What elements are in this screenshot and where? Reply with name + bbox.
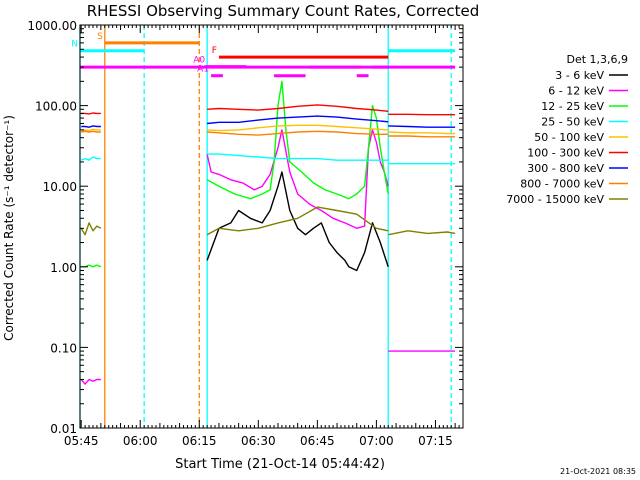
- legend: Det 1,3,6,9 3 - 6 keV 6 - 12 keV 12 - 25 k…: [506, 53, 628, 206]
- y-tick-label: 1000.00: [27, 19, 77, 33]
- footer-timestamp: 21-Oct-2021 08:35: [560, 467, 636, 476]
- series-line: [80, 156, 101, 161]
- annotation-bar-label: N: [71, 40, 78, 50]
- x-tick-label: 06:30: [241, 434, 276, 448]
- legend-label: 12 - 25 keV: [541, 100, 604, 113]
- legend-label: 25 - 50 keV: [541, 116, 604, 129]
- series-line: [207, 115, 389, 125]
- legend-label: 50 - 100 keV: [534, 131, 604, 144]
- annotation-bar-label: S: [97, 32, 103, 42]
- y-axis-label: Corrected Count Rate (s⁻¹ detector⁻¹): [2, 115, 16, 341]
- legend-label: 100 - 300 keV: [527, 147, 604, 160]
- x-axis-label: Start Time (21-Oct-14 05:44:42): [175, 457, 385, 472]
- legend-label: 300 - 800 keV: [527, 162, 604, 175]
- x-tick-label: 06:45: [300, 434, 335, 448]
- series-line: [388, 135, 456, 138]
- legend-title: Det 1,3,6,9: [566, 53, 628, 66]
- series-line: [81, 128, 101, 132]
- y-tick-label: 0.10: [50, 341, 77, 355]
- x-tick-label: 07:00: [359, 434, 394, 448]
- annotation-bar-label: A1: [197, 65, 209, 75]
- series-line: [388, 230, 456, 236]
- legend-label: 3 - 6 keV: [555, 69, 604, 82]
- series-line: [206, 206, 389, 236]
- series-line: [388, 131, 456, 135]
- legend-label: 800 - 7000 keV: [520, 178, 604, 191]
- series-line: [207, 153, 389, 161]
- legend-label: 7000 - 15000 keV: [506, 193, 604, 206]
- series-line: [388, 125, 456, 128]
- axes: 0.01 0.10 1.00 10.00 100.00 1000.00 05:45 06:00…: [27, 19, 464, 448]
- series-line: [81, 130, 101, 133]
- legend-label: 6 - 12 keV: [548, 85, 604, 98]
- series-line: [81, 112, 101, 115]
- y-tick-label: 1.00: [50, 261, 77, 275]
- series-line: [206, 80, 389, 200]
- x-tick-label: 05:45: [64, 434, 99, 448]
- series-line: [207, 104, 389, 112]
- annotation-bar-label: A0: [193, 56, 205, 66]
- x-tick-label: 06:00: [123, 434, 158, 448]
- series-line: [207, 130, 389, 136]
- series-line: [80, 378, 101, 385]
- y-tick-label: 0.01: [50, 422, 77, 436]
- chart-title: RHESSI Observing Summary Count Rates, Co…: [87, 2, 480, 20]
- y-tick-label: 100.00: [35, 100, 77, 114]
- annotation-bar-label: F: [212, 46, 217, 56]
- series-line: [206, 129, 389, 230]
- series-line: [80, 222, 102, 236]
- x-tick-label: 07:15: [418, 434, 453, 448]
- series-line: [207, 124, 389, 132]
- series-line: [81, 125, 101, 128]
- series-line: [206, 171, 389, 272]
- y-tick-label: 10.00: [43, 180, 77, 194]
- plot-frame: [79, 24, 464, 429]
- x-tick-label: 06:15: [182, 434, 217, 448]
